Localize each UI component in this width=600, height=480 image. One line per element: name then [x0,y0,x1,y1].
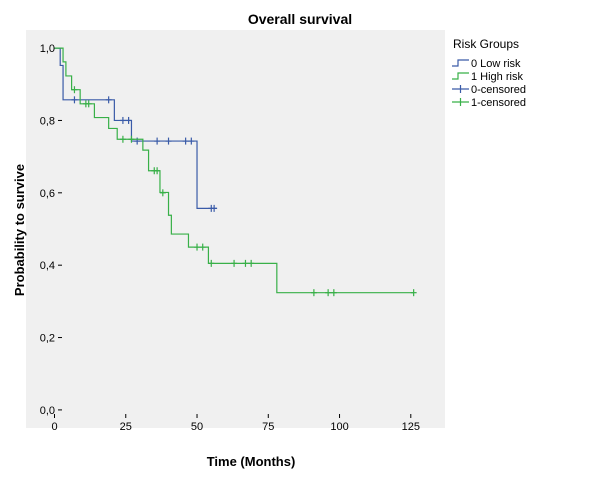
series-layer [54,47,417,297]
y-tick-label: 0,4 [40,260,55,272]
x-axis-title: Time (Months) [207,454,296,469]
censor-mark [128,135,135,143]
censor-mark [71,96,78,104]
censor-mark [208,259,215,267]
x-tick-label: 0 [51,421,57,433]
censor-mark [330,289,337,297]
censor-mark [248,259,255,267]
censor-mark [159,189,166,197]
legend-label: 1 High risk [471,71,523,83]
legend-line-swatch [452,72,469,80]
legend-entry: 0 Low risk [452,58,521,70]
series-line-0 [54,47,217,209]
censor-mark [325,289,332,297]
censor-mark [154,167,161,175]
legend-entry: 0-censored [452,84,526,96]
censor-mark [182,137,189,145]
censor-mark [119,116,126,124]
y-tick-label: 0,0 [40,405,55,417]
censor-mark [188,137,195,145]
y-tick-label: 0,8 [40,115,55,127]
censor-mark [85,100,92,108]
y-tick-label: 1,0 [40,43,55,55]
censor-mark [242,259,249,267]
x-tick-label: 125 [402,421,420,433]
x-tick-label: 50 [191,421,203,433]
legend-entry: 1 High risk [452,71,523,83]
censor-mark [165,137,172,145]
series-line-1 [54,47,414,294]
legend-title: Risk Groups [453,37,519,51]
censor-mark [125,116,132,124]
x-tick-label: 100 [330,421,348,433]
y-tick-label: 0,2 [40,333,55,345]
censor-mark [231,259,238,267]
censor-mark [105,96,112,104]
legend-line-swatch [452,59,469,67]
legend-entry: 1-censored [452,97,526,109]
censor-mark [154,137,161,145]
x-tick-label: 25 [120,421,132,433]
censor-mark [71,86,78,94]
chart-title: Overall survival [248,11,352,27]
axes: 0,0 0,2 0,4 0,6 0,8 1,0 0 25 50 75 100 125 [40,43,420,433]
censor-mark [410,289,417,297]
legend-label: 0 Low risk [471,58,521,70]
censor-mark [211,204,218,212]
legend-label: 0-censored [471,84,526,96]
y-tick-label: 0,6 [40,188,55,200]
censor-mark [119,135,126,143]
legend-label: 1-censored [471,97,526,109]
censor-mark [199,243,206,251]
censor-mark [194,243,201,251]
y-axis-title: Probability to survive [12,164,27,296]
censor-mark [310,289,317,297]
x-tick-label: 75 [262,421,274,433]
plot-area [26,30,445,428]
